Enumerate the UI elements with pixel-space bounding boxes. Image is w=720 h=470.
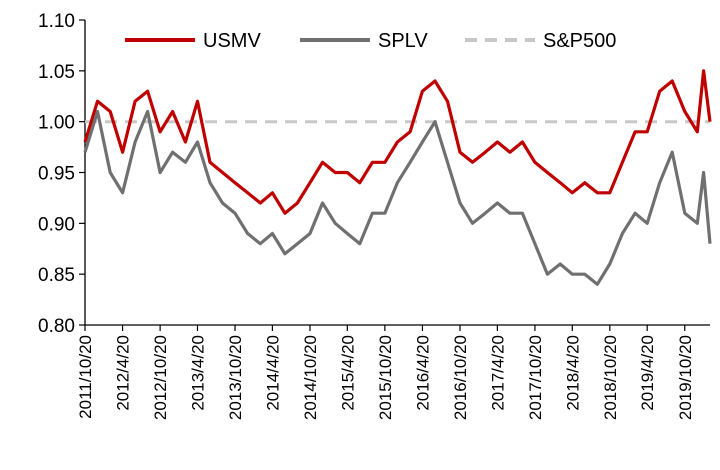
series-lines xyxy=(83,69,712,286)
x-tick-label: 2016/4/20 xyxy=(413,335,432,411)
x-tick-label: 2017/4/20 xyxy=(488,335,507,411)
legend-label-usmv: USMV xyxy=(203,30,261,52)
x-tick-label: 2017/10/20 xyxy=(526,335,545,420)
series-line-usmv xyxy=(83,69,712,215)
y-tick-label: 1.10 xyxy=(38,11,75,32)
x-tick-label: 2019/10/20 xyxy=(676,335,695,420)
legend-label-splv: SPLV xyxy=(378,30,428,52)
x-tick-label: 2015/10/20 xyxy=(376,335,395,420)
y-tick-label: 0.85 xyxy=(38,265,75,286)
x-tick-label: 2015/4/20 xyxy=(338,335,357,411)
series-line-splv xyxy=(83,109,712,286)
axes: 0.80 0.85 0.90 0.95 1.00 1.05 1.10 2011/10/20 20… xyxy=(38,11,710,420)
y-tick-label: 1.00 xyxy=(38,113,75,134)
x-tick-label: 2013/10/20 xyxy=(226,335,245,420)
x-tick-label: 2011/10/20 xyxy=(76,335,95,419)
x-tick-label: 2014/10/20 xyxy=(301,335,320,420)
x-tick-label: 2013/4/20 xyxy=(188,335,207,411)
y-tick-label: 1.05 xyxy=(38,62,75,83)
legend-label-s-p500: S&P500 xyxy=(543,30,616,52)
y-tick-label: 0.95 xyxy=(38,164,75,185)
x-tick-label: 2012/4/20 xyxy=(114,335,133,411)
x-tick-label: 2018/10/20 xyxy=(601,335,620,420)
x-tick-label: 2018/4/20 xyxy=(563,335,582,411)
y-tick-label: 0.80 xyxy=(38,316,75,337)
x-tick-label: 2012/10/20 xyxy=(151,335,170,420)
x-tick-label: 2019/4/20 xyxy=(638,335,657,411)
x-tick-label: 2016/10/20 xyxy=(451,335,470,420)
y-tick-label: 0.90 xyxy=(38,214,75,235)
x-tick-label: 2014/4/20 xyxy=(263,335,282,411)
legend: USMV SPLV S&P500 xyxy=(125,30,616,52)
